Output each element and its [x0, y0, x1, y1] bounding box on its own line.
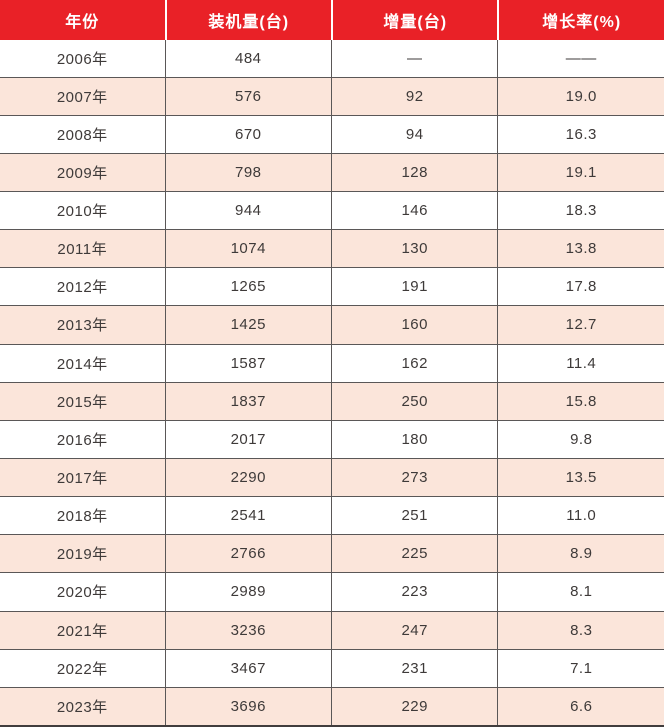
cell-increment: 162 — [331, 343, 498, 382]
cell-increment: 160 — [331, 305, 498, 344]
cell-year: 2016年 — [0, 419, 165, 458]
cell-growth: 7.1 — [497, 648, 664, 687]
header-row: 年份 装机量(台) 增量(台) 增长率(%) — [0, 0, 664, 40]
cell-increment: — — [331, 40, 498, 77]
cell-year: 2022年 — [0, 648, 165, 687]
table-row: 2008年 670 94 16.3 — [0, 114, 664, 153]
cell-installed: 1425 — [164, 305, 331, 344]
cell-increment: 128 — [331, 152, 498, 191]
cell-growth: 8.9 — [497, 534, 664, 573]
cell-increment: 92 — [331, 76, 498, 115]
cell-growth: 17.8 — [497, 267, 664, 306]
cell-installed: 944 — [164, 190, 331, 230]
table-row: 2007年 576 92 19.0 — [0, 76, 664, 115]
cell-increment: 229 — [331, 686, 498, 725]
cell-installed: 3467 — [164, 648, 331, 687]
cell-growth: 6.6 — [497, 686, 664, 725]
cell-growth: 19.1 — [497, 152, 664, 191]
cell-growth: 12.7 — [497, 305, 664, 344]
cell-growth: 13.8 — [497, 229, 664, 268]
table-row: 2021年 3236 247 8.3 — [0, 610, 664, 649]
cell-installed: 3236 — [164, 610, 331, 649]
cell-increment: 251 — [331, 496, 498, 535]
cell-growth: 13.5 — [497, 457, 664, 497]
cell-year: 2018年 — [0, 496, 165, 535]
cell-growth: 18.3 — [497, 190, 664, 230]
table-row: 2014年 1587 162 11.4 — [0, 343, 664, 382]
table-body: 2006年 484— —— 2007年 576 92 19.0 2008年 670 94 16.3 2… — [0, 40, 664, 725]
cell-increment: 146 — [331, 190, 498, 230]
cell-growth: 19.0 — [497, 76, 664, 115]
cell-year: 2013年 — [0, 305, 165, 344]
cell-increment: 273 — [331, 457, 498, 497]
cell-growth: 11.4 — [497, 343, 664, 382]
cell-installed: 1074 — [164, 229, 331, 268]
table-row: 2020年 2989 223 8.1 — [0, 572, 664, 611]
cell-installed: 2766 — [164, 534, 331, 573]
cell-year: 2015年 — [0, 381, 165, 420]
cell-increment: 247 — [331, 610, 498, 649]
table-row: 2009年 798 128 19.1 — [0, 152, 664, 191]
cell-growth: 11.0 — [497, 496, 664, 535]
cell-year: 2008年 — [0, 114, 165, 153]
cell-year: 2021年 — [0, 610, 165, 649]
cell-year: 2011年 — [0, 229, 165, 268]
table-row: 2023年 3696 229 6.6 — [0, 686, 664, 725]
cell-year: 2023年 — [0, 686, 165, 725]
cell-installed: 1265 — [164, 267, 331, 306]
cell-growth: —— — [497, 40, 664, 77]
col-header-growth: 增长率(%) — [497, 0, 664, 40]
cell-installed: 670 — [164, 114, 331, 153]
cell-installed: 798 — [164, 152, 331, 191]
cell-installed: 2541 — [164, 496, 331, 535]
table-row: 2015年 1837 250 15.8 — [0, 381, 664, 420]
cell-year: 2012年 — [0, 267, 165, 306]
cell-installed: 3696 — [164, 686, 331, 725]
cell-growth: 9.8 — [497, 419, 664, 458]
cell-installed: 576 — [164, 76, 331, 115]
table-row: 2017年 2290 273 13.5 — [0, 457, 664, 497]
table-row: 2018年 2541 251 11.0 — [0, 496, 664, 535]
cell-increment: 250 — [331, 381, 498, 420]
table-row: 2006年 484— —— — [0, 40, 664, 77]
cell-growth: 15.8 — [497, 381, 664, 420]
col-header-year: 年份 — [0, 0, 165, 40]
cell-increment: 231 — [331, 648, 498, 687]
cell-installed: 2017 — [164, 419, 331, 458]
cell-increment: 225 — [331, 534, 498, 573]
cell-installed: 1837 — [164, 381, 331, 420]
table-row: 2010年 944 146 18.3 — [0, 190, 664, 230]
cell-installed: 2290 — [164, 457, 331, 497]
cell-increment: 130 — [331, 229, 498, 268]
cell-year: 2009年 — [0, 152, 165, 191]
table-row: 2019年 2766 225 8.9 — [0, 534, 664, 573]
cell-installed: 2989 — [164, 572, 331, 611]
cell-increment: 223 — [331, 572, 498, 611]
cell-growth: 16.3 — [497, 114, 664, 153]
cell-increment: 94 — [331, 114, 498, 153]
table-row: 2016年 2017 180 9.8 — [0, 419, 664, 458]
table-row: 2011年 1074 130 13.8 — [0, 229, 664, 268]
cell-year: 2019年 — [0, 534, 165, 573]
cell-installed: 484 — [164, 40, 331, 77]
table-row: 2013年 1425 160 12.7 — [0, 305, 664, 344]
cell-installed: 1587 — [164, 343, 331, 382]
cell-year: 2007年 — [0, 76, 165, 115]
cell-increment: 191 — [331, 267, 498, 306]
cell-year: 2014年 — [0, 343, 165, 382]
table-row: 2012年 1265 191 17.8 — [0, 267, 664, 306]
col-header-installed: 装机量(台) — [164, 0, 331, 40]
cell-year: 2010年 — [0, 190, 165, 230]
cell-year: 2020年 — [0, 572, 165, 611]
cell-growth: 8.3 — [497, 610, 664, 649]
cell-growth: 8.1 — [497, 572, 664, 611]
cell-increment: 180 — [331, 419, 498, 458]
table-header: 年份 装机量(台) 增量(台) 增长率(%) — [0, 0, 664, 40]
cell-year: 2017年 — [0, 457, 165, 497]
col-header-increment: 增量(台) — [331, 0, 498, 40]
cell-year: 2006年 — [0, 40, 165, 77]
table-row: 2022年 3467 231 7.1 — [0, 648, 664, 687]
